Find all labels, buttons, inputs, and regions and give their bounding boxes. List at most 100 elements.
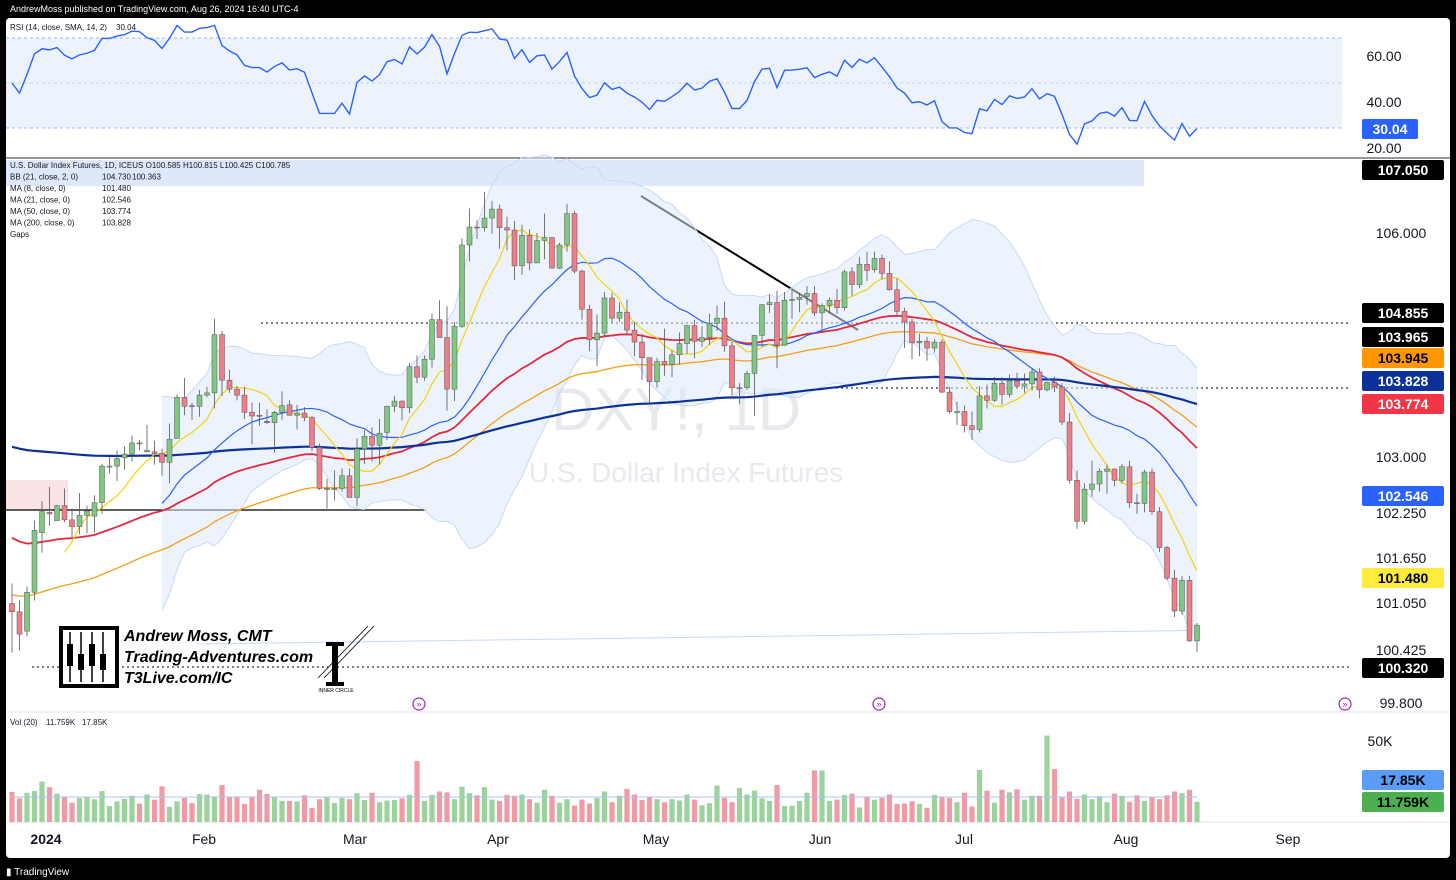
candle-body[interactable] <box>1164 547 1170 579</box>
candle-body[interactable] <box>1066 421 1073 481</box>
candle-body[interactable] <box>234 388 240 396</box>
candle-body[interactable] <box>946 391 953 412</box>
candle-body[interactable] <box>114 458 120 467</box>
candle-body[interactable] <box>369 435 375 446</box>
candle-body[interactable] <box>24 592 30 632</box>
candle-body[interactable] <box>886 273 893 291</box>
candle-body[interactable] <box>256 415 263 417</box>
candle-body[interactable] <box>1119 466 1125 481</box>
candle-body[interactable] <box>481 217 488 229</box>
candle-body[interactable] <box>264 421 270 424</box>
candle-body[interactable] <box>789 299 795 301</box>
candle-body[interactable] <box>46 512 53 515</box>
candle-body[interactable] <box>939 341 945 393</box>
candle-body[interactable] <box>309 417 315 448</box>
candle-body[interactable] <box>834 299 840 308</box>
candle-body[interactable] <box>219 334 225 381</box>
candle-body[interactable] <box>324 488 330 490</box>
candle-body[interactable] <box>1029 371 1035 385</box>
candle-body[interactable] <box>1021 383 1028 387</box>
candle-body[interactable] <box>879 258 885 274</box>
candle-body[interactable] <box>1059 386 1065 423</box>
candle-body[interactable] <box>849 271 855 285</box>
candle-body[interactable] <box>391 400 398 407</box>
candle-body[interactable] <box>181 397 188 407</box>
candle-body[interactable] <box>406 366 413 409</box>
candle-body[interactable] <box>504 227 510 231</box>
candle-body[interactable] <box>271 412 278 423</box>
candle-body[interactable] <box>991 382 998 401</box>
candle-body[interactable] <box>1074 480 1080 522</box>
candle-body[interactable] <box>601 297 608 334</box>
candle-body[interactable] <box>781 299 788 346</box>
candle-body[interactable] <box>1006 380 1013 395</box>
candle-body[interactable] <box>151 451 158 454</box>
candle-body[interactable] <box>819 305 825 314</box>
candle-body[interactable] <box>129 442 135 455</box>
candle-body[interactable] <box>316 447 323 489</box>
candle-body[interactable] <box>354 448 360 498</box>
candle-body[interactable] <box>76 515 83 527</box>
candle-body[interactable] <box>924 341 930 349</box>
candle-body[interactable] <box>871 258 878 270</box>
candle-body[interactable] <box>616 311 623 319</box>
candle-body[interactable] <box>541 237 548 241</box>
candle-body[interactable] <box>1081 488 1088 522</box>
candle-body[interactable] <box>421 359 428 378</box>
candle-body[interactable] <box>9 603 15 612</box>
candle-body[interactable] <box>556 244 563 269</box>
candle-body[interactable] <box>144 450 150 453</box>
candle-body[interactable] <box>534 240 540 264</box>
candle-body[interactable] <box>1156 511 1163 548</box>
candle-body[interactable] <box>91 502 98 517</box>
candle-body[interactable] <box>744 373 750 388</box>
candle-body[interactable] <box>841 271 848 308</box>
candle-body[interactable] <box>16 611 23 635</box>
candle-body[interactable] <box>301 412 308 418</box>
candle-body[interactable] <box>99 465 105 503</box>
candle-body[interactable] <box>826 299 833 306</box>
candle-body[interactable] <box>429 319 435 360</box>
candle-body[interactable] <box>631 329 638 343</box>
candle-body[interactable] <box>1014 380 1020 387</box>
candle-body[interactable] <box>961 411 968 426</box>
candle-body[interactable] <box>436 319 443 338</box>
event-marker-icon[interactable] <box>872 697 886 711</box>
candle-body[interactable] <box>121 453 128 459</box>
candle-body[interactable] <box>796 297 803 300</box>
candle-body[interactable] <box>61 505 68 521</box>
candle-body[interactable] <box>706 323 713 338</box>
candle-body[interactable] <box>1179 580 1185 612</box>
candle-body[interactable] <box>646 357 653 382</box>
candle-body[interactable] <box>894 289 900 312</box>
candle-body[interactable] <box>804 293 810 297</box>
candle-body[interactable] <box>211 334 218 394</box>
candle-body[interactable] <box>241 394 248 413</box>
candle-body[interactable] <box>1044 382 1050 391</box>
candle-body[interactable] <box>174 397 180 439</box>
candle-body[interactable] <box>984 395 990 401</box>
candle-body[interactable] <box>1186 580 1193 642</box>
candle-body[interactable] <box>519 235 525 267</box>
candle-body[interactable] <box>279 405 285 413</box>
candle-body[interactable] <box>346 475 353 498</box>
candle-body[interactable] <box>459 244 465 327</box>
candle-body[interactable] <box>286 404 293 416</box>
candle-body[interactable] <box>31 530 38 593</box>
candle-body[interactable] <box>444 337 450 390</box>
candle-body[interactable] <box>136 442 143 445</box>
candle-body[interactable] <box>376 432 383 446</box>
candle-body[interactable] <box>159 453 165 463</box>
candle-body[interactable] <box>931 341 938 349</box>
chart-canvas[interactable]: DXY!, 1D U.S. Dollar Index Futures 106.0… <box>6 18 1450 858</box>
candle-body[interactable] <box>399 400 405 409</box>
event-marker-icon[interactable] <box>412 697 426 711</box>
candle-body[interactable] <box>451 326 458 390</box>
candle-body[interactable] <box>684 325 690 344</box>
candle-body[interactable] <box>1134 502 1140 504</box>
candle-body[interactable] <box>676 343 683 356</box>
candle-body[interactable] <box>721 317 728 347</box>
candle-body[interactable] <box>1104 468 1110 472</box>
candle-body[interactable] <box>909 321 915 344</box>
candle-body[interactable] <box>54 505 60 521</box>
